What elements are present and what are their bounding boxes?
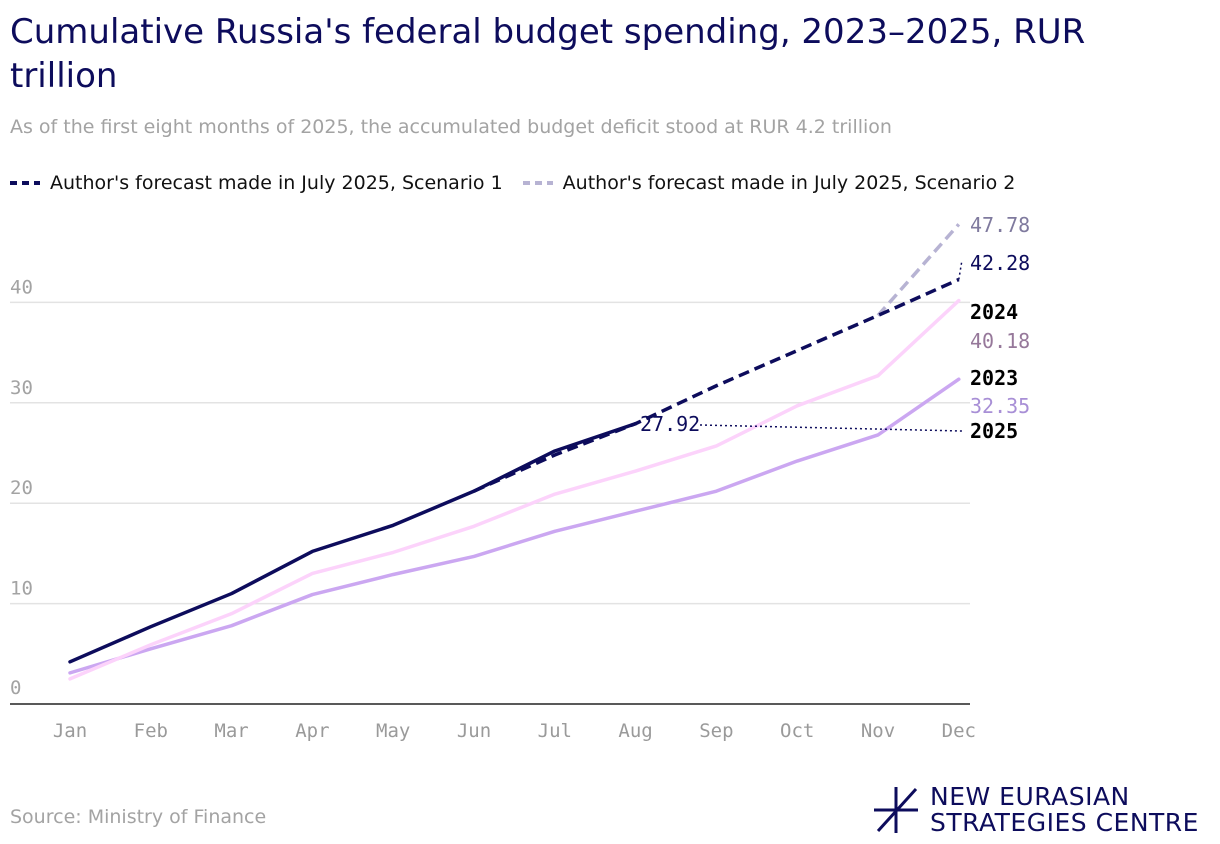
y-tick-label-10: 10 [10,578,33,600]
y-tick-label-0: 0 [10,677,21,699]
annotation-label-40-18: 40.18 [970,329,1030,353]
x-tick-label-sep: Sep [699,720,733,742]
y-tick-label-40: 40 [10,276,33,298]
annotation-label-47-78: 47.78 [970,213,1030,237]
legend: Author's forecast made in July 2025, Sce… [10,172,1035,194]
logo-line-2: STRATEGIES CENTRE [930,808,1199,837]
x-tick-label-dec: Dec [942,720,976,742]
x-tick-label-apr: Apr [295,720,329,742]
series-line-2025 [68,421,638,664]
x-tick-label-jul: Jul [538,720,572,742]
x-tick-label-jan: Jan [53,720,87,742]
y-tick-label-20: 20 [10,477,33,499]
x-tick-label-may: May [376,720,410,742]
legend-label-scenario-1: Author's forecast made in July 2025, Sce… [50,172,503,194]
x-tick-label-mar: Mar [214,720,248,742]
leader-line-scenario-1 [958,259,963,280]
annotation-label-42-28: 42.28 [970,251,1030,275]
legend-swatch-scenario-2 [522,181,553,185]
x-tick-label-aug: Aug [618,720,652,742]
annotation-label-27-92: 27.92 [640,412,700,436]
leader-line-2025 [699,424,963,432]
annotation-label-2023: 2023 [970,366,1018,390]
x-tick-label-feb: Feb [134,720,168,742]
chart-title: Cumulative Russia's federal budget spend… [10,12,1086,96]
legend-item-scenario-2: Author's forecast made in July 2025, Sce… [522,172,1016,194]
y-tick-label-30: 30 [10,377,33,399]
legend-item-scenario-1: Author's forecast made in July 2025, Sce… [10,172,503,194]
x-tick-label-nov: Nov [861,720,895,742]
nesc-logo-text: NEW EURASIAN STRATEGIES CENTRE [930,784,1199,836]
line-chart: 0 10 20 30 40 Jan Feb Mar Apr May Jun Jul Aug Sep Oct N… [10,213,1030,742]
x-tick-label-jun: Jun [457,720,491,742]
annotation-label-2025: 2025 [970,419,1018,443]
logo-line-1: NEW EURASIAN [930,782,1130,811]
legend-swatch-scenario-1 [10,181,40,185]
source-note: Source: Ministry of Finance [10,806,267,828]
chart-subtitle: As of the first eight months of 2025, th… [10,116,892,138]
series-line-author-s-forecast-made-in-july-2025-scenario-1 [473,277,960,493]
annotation-label-2024: 2024 [970,300,1018,324]
series-line-author-s-forecast-made-in-july-2025-scenario-2 [876,223,961,317]
annotation-label-32-35: 32.35 [970,394,1030,418]
x-tick-label-oct: Oct [780,720,814,742]
series-line-2024 [68,298,961,681]
series-line-2023 [68,377,961,675]
nesc-logo-icon [874,787,918,833]
nesc-logo: NEW EURASIAN STRATEGIES CENTRE [872,784,1199,836]
legend-label-scenario-2: Author's forecast made in July 2025, Sce… [562,172,1016,194]
